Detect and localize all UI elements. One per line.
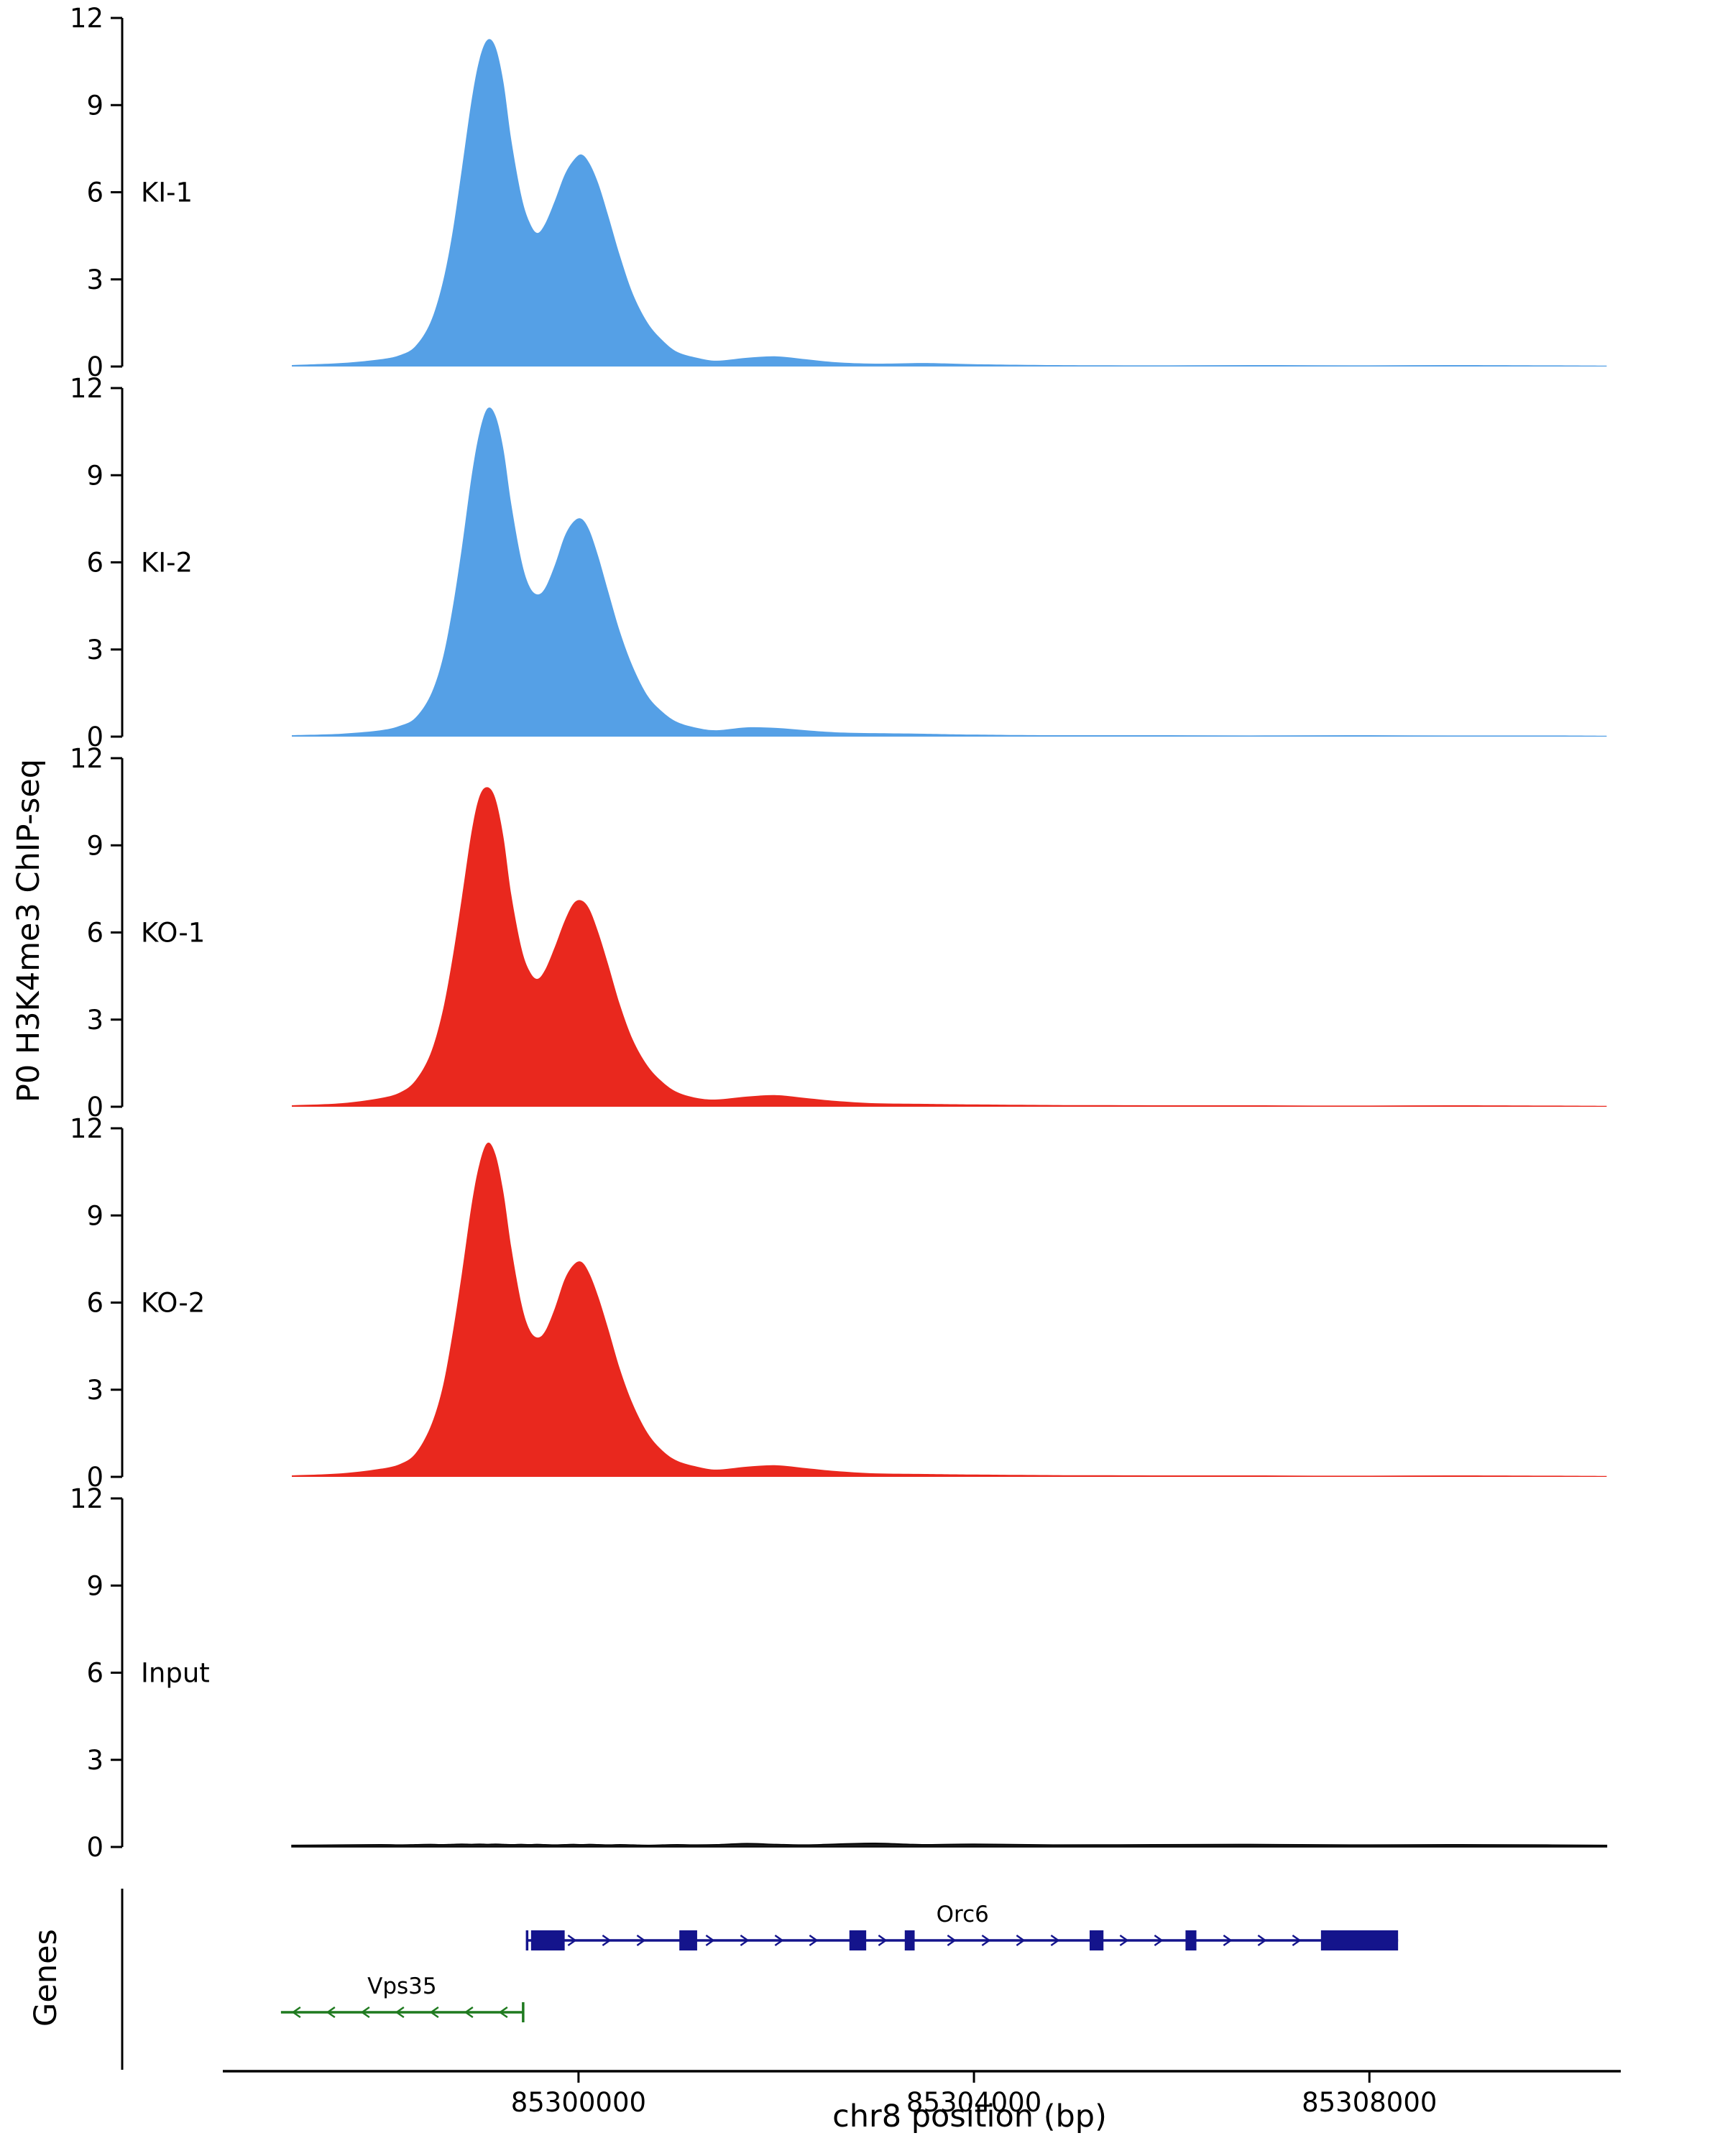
y-tick-label: 9 [86,90,104,121]
strand-arrow-icon [1257,1934,1267,1947]
strand-arrow-icon [809,1934,819,1947]
gene-exon [679,1930,697,1950]
track-KI-2: 0 3 6 9 12 KI-2 [70,373,1607,752]
track-KO-1: 0 3 6 9 12 KO-1 [70,743,1607,1123]
strand-arrow-icon [326,2006,336,2019]
strand-arrow-icon [740,1934,750,1947]
gene-name-label: Vps35 [367,1973,436,1999]
y-tick-label: 0 [86,1832,104,1863]
y-tick-label: 12 [70,1483,104,1514]
y-tick-label: 0 [86,1092,104,1123]
strand-arrow-icon [878,1934,888,1947]
y-tick-label: 3 [86,1375,104,1406]
strand-arrow-icon [360,2006,370,2019]
y-tick-label: 3 [86,1745,104,1776]
strand-arrow-icon [1050,1934,1060,1947]
signal-area-KO-2 [292,1142,1607,1477]
gene-Orc6: Orc6 [525,1902,1399,1950]
x-tick-label: 85300000 [511,2087,646,2118]
track-label: KI-2 [141,548,193,579]
gene-Vps35: Vps35 [280,1973,525,2022]
y-tick-label: 6 [86,548,104,579]
y-tick-label: 6 [86,1288,104,1319]
strand-arrow-icon [291,2006,301,2019]
gene-exon [530,1930,565,1950]
y-tick-label: 12 [70,743,104,774]
strand-arrow-icon [1154,1934,1164,1947]
y-tick-label: 9 [86,1200,104,1231]
signal-area-KI-2 [292,407,1607,737]
strand-arrow-icon [498,2006,508,2019]
strand-arrow-icon [567,1934,577,1947]
strand-arrow-icon [1016,1934,1026,1947]
strand-arrow-icon [464,2006,474,2019]
gene-exon [1090,1930,1104,1950]
x-tick-label: 85308000 [1302,2087,1437,2118]
gene-exon [1320,1930,1399,1950]
genes-axis-title: Genes [28,1929,64,2027]
y-tick-label: 12 [70,1113,104,1144]
strand-arrow-icon [636,1934,646,1947]
gene-name-label: Orc6 [937,1902,989,1927]
gene-exon [849,1930,867,1950]
strand-arrow-icon [1119,1934,1129,1947]
y-axis-title: P0 H3K4me3 ChIP-seq [11,758,47,1103]
strand-arrow-icon [395,2006,405,2019]
y-tick-label: 6 [86,918,104,949]
strand-arrow-icon [1223,1934,1233,1947]
y-tick-label: 9 [86,830,104,861]
signal-area-KO-1 [292,787,1607,1107]
y-tick-label: 3 [86,1005,104,1036]
track-Input: 0 3 6 9 12 Input [70,1483,1608,1863]
track-KI-1: 0 3 6 9 12 KI-1 [70,3,1607,382]
y-tick-label: 3 [86,635,104,665]
strand-arrow-icon [981,1934,991,1947]
y-tick-label: 6 [86,178,104,208]
strand-arrow-icon [947,1934,957,1947]
signal-area-Input [291,1842,1608,1848]
strand-arrow-icon [1292,1934,1302,1947]
signal-area-KI-1 [292,39,1607,367]
track-label: KO-1 [141,918,205,949]
y-tick-label: 9 [86,460,104,491]
y-tick-label: 12 [70,373,104,404]
gene-exon [904,1930,915,1950]
y-tick-label: 0 [86,351,104,382]
strand-arrow-icon [429,2006,439,2019]
x-tick-label: 85304000 [906,2087,1041,2118]
x-axis-title: chr8 position (bp) [832,2099,1107,2134]
strand-arrow-icon [602,1934,612,1947]
y-tick-label: 12 [70,3,104,34]
y-tick-label: 0 [86,1462,104,1493]
track-KO-2: 0 3 6 9 12 KO-2 [70,1113,1607,1493]
track-label: Input [141,1658,210,1689]
y-tick-label: 3 [86,264,104,295]
gene-exon [1185,1930,1197,1950]
genes-panel: Orc6 Vps35 [121,1889,1399,2070]
y-tick-label: 6 [86,1658,104,1689]
y-tick-label: 9 [86,1570,104,1601]
strand-arrow-icon [705,1934,715,1947]
strand-arrow-icon [774,1934,784,1947]
y-tick-label: 0 [86,722,104,752]
track-label: KO-2 [141,1288,205,1319]
x-axis: 85300000 85304000 85308000 [223,2070,1621,2118]
track-label: KI-1 [141,178,193,208]
